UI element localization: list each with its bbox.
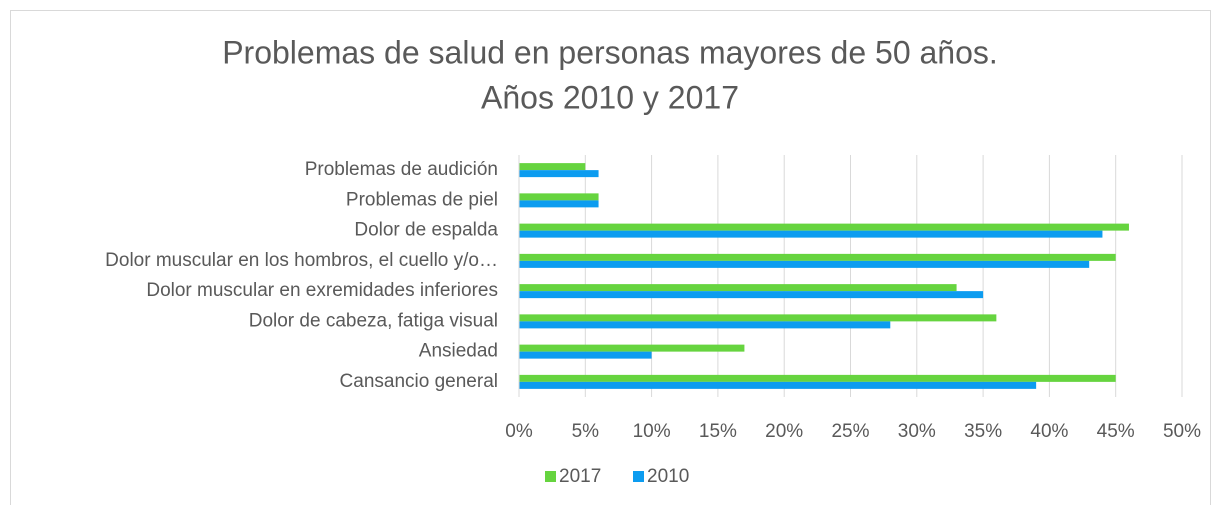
y-tick-label: Problemas de piel — [346, 189, 498, 210]
y-tick-label: Dolor de espalda — [354, 220, 498, 241]
bar — [519, 321, 891, 329]
x-tick-label: 20% — [765, 421, 803, 442]
x-tick-label: 25% — [831, 421, 869, 442]
x-tick-label: 10% — [633, 421, 671, 442]
legend-label: 2017 — [559, 466, 601, 487]
x-tick-label: 0% — [505, 421, 533, 442]
chart-title: Problemas de salud en personas mayores d… — [222, 34, 998, 70]
y-tick-label: Dolor muscular en exremidades inferiores — [146, 280, 498, 301]
y-tick-label: Cansancio general — [340, 371, 498, 392]
legend-swatch — [545, 471, 556, 482]
bar — [519, 381, 1037, 389]
bar — [519, 253, 1116, 261]
bar — [519, 200, 599, 208]
legend-swatch — [633, 471, 644, 482]
x-tick-label: 35% — [964, 421, 1002, 442]
bar — [519, 170, 599, 178]
x-tick-label: 40% — [1030, 421, 1068, 442]
bar — [519, 291, 984, 299]
y-tick-label: Dolor muscular en los hombros, el cuello… — [105, 250, 498, 271]
bar — [519, 193, 599, 201]
bar — [519, 351, 652, 359]
chart-title: Años 2010 y 2017 — [481, 79, 739, 115]
legend-label: 2010 — [647, 466, 689, 487]
y-tick-label: Dolor de cabeza, fatiga visual — [249, 310, 498, 331]
bar — [519, 344, 745, 352]
y-tick-label: Problemas de audición — [305, 159, 498, 180]
x-tick-label: 50% — [1163, 421, 1201, 442]
bar — [519, 260, 1090, 268]
x-tick-label: 5% — [572, 421, 600, 442]
x-tick-label: 30% — [898, 421, 936, 442]
bar — [519, 230, 1103, 238]
bar — [519, 163, 586, 171]
x-tick-label: 45% — [1097, 421, 1135, 442]
bar — [519, 374, 1116, 382]
y-tick-label: Ansiedad — [419, 341, 498, 362]
x-tick-label: 15% — [699, 421, 737, 442]
bar — [519, 223, 1129, 231]
bar — [519, 314, 997, 322]
bar — [519, 284, 957, 292]
